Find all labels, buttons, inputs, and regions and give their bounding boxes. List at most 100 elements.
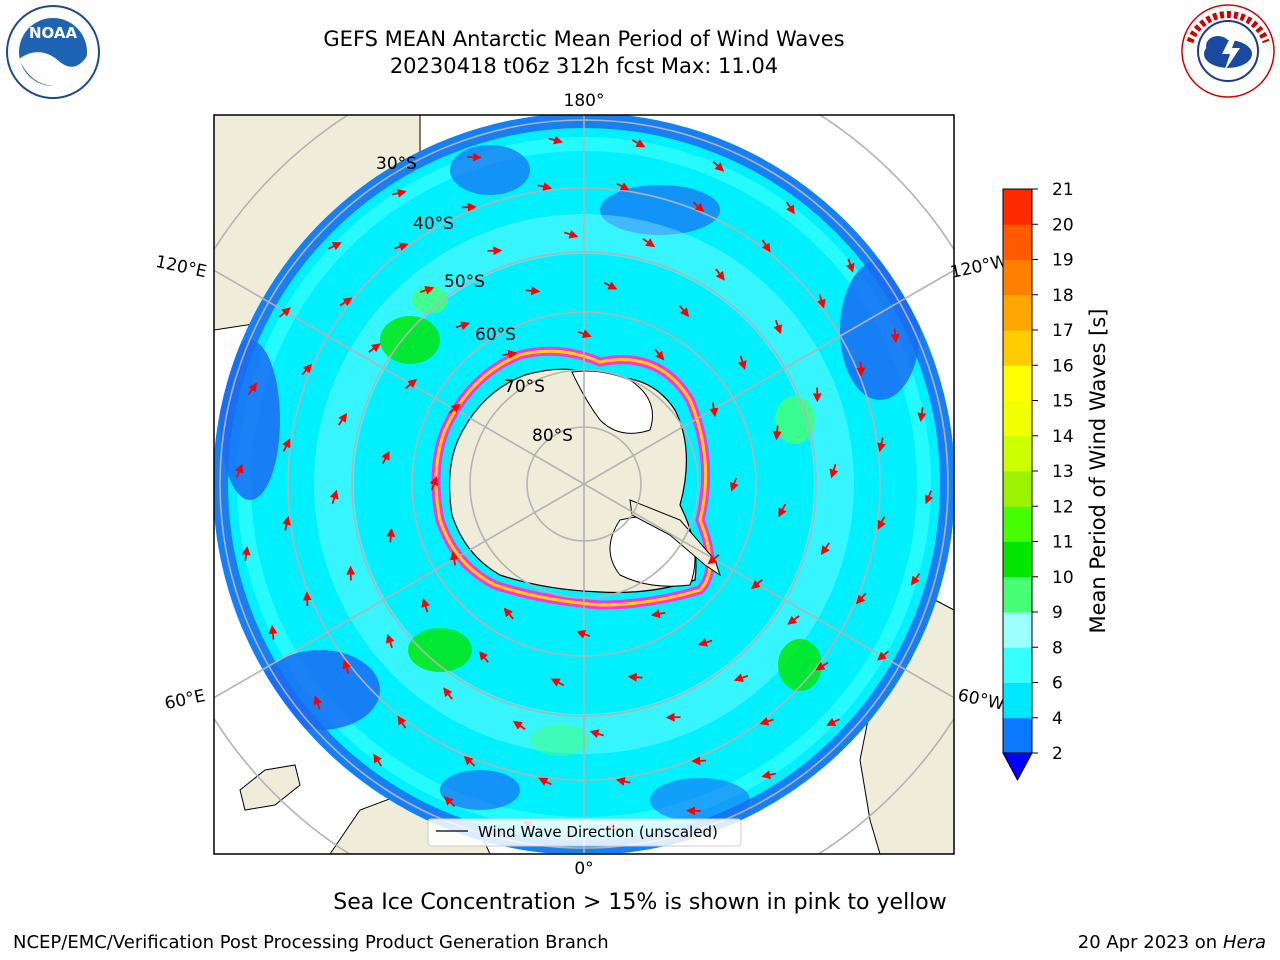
wave-direction-arrow [787, 615, 800, 625]
wave-direction-arrow [448, 403, 461, 414]
colorbar-tick-label: 4 [1052, 709, 1063, 729]
wave-direction-arrow [877, 437, 886, 453]
colorbar-tick-label: 19 [1052, 251, 1074, 271]
wave-direction-arrow [730, 477, 739, 492]
wave-direction-arrow [778, 503, 787, 518]
colorbar-bin [1003, 224, 1032, 260]
wave-direction-arrow [339, 297, 353, 307]
wave-direction-arrow [576, 630, 591, 639]
wave-direction-arrow [877, 516, 886, 530]
colorbar: 2 4 6 8 9 10 11 12 13 14 15 16 17 18 19 20 21 [1002, 180, 1074, 782]
wave-direction-arrow [313, 695, 323, 710]
lat-label-80s: 80°S [532, 426, 573, 446]
wave-direction-arrow [537, 182, 553, 191]
wave-direction-arrow [650, 609, 666, 619]
wave-direction-arrow [385, 633, 395, 649]
wave-direction-arrow [368, 343, 381, 353]
nws-logo [1181, 4, 1275, 98]
wave-direction-arrow [761, 770, 776, 780]
noaa-logo: NOAA [6, 5, 100, 99]
wave-direction-arrow [234, 463, 244, 478]
colorbar-tick-label: 6 [1052, 674, 1063, 694]
wave-direction-arrow [631, 138, 646, 148]
wave-direction-arrow [603, 281, 618, 290]
colorbar-tick-label: 17 [1052, 321, 1074, 341]
colorbar-bin [1003, 612, 1032, 648]
lat-label-70s: 70°S [504, 377, 545, 397]
wave-direction-arrow [394, 242, 409, 251]
colorbar-bin [1003, 541, 1032, 578]
colorbar-bin [1003, 259, 1032, 296]
wave-direction-arrow [616, 182, 630, 191]
wave-direction-arrow [443, 796, 456, 807]
lon-label-60e: 60°E [163, 686, 207, 714]
wave-direction-arrow [707, 554, 720, 565]
footer-date: 20 Apr 2023 on [1077, 932, 1223, 953]
wave-direction-arrow [512, 720, 526, 731]
wave-direction-arrow [785, 201, 795, 215]
wave-direction-arrow [924, 490, 934, 505]
wave-direction-arrow [279, 307, 291, 318]
wave-direction-arrow [773, 319, 783, 335]
wave-direction-arrow [712, 161, 725, 172]
chart-subtitle: 20230418 t06z 312h fcst Max: 11.04 [389, 54, 779, 78]
caption: Sea Ice Concentration > 15% is shown in … [333, 890, 947, 915]
colorbar-bin [1003, 294, 1032, 331]
colorbar-bin [1003, 365, 1032, 401]
wave-direction-arrow [381, 450, 390, 465]
wave-direction-arrow [917, 407, 927, 422]
wave-direction-arrow [503, 607, 514, 620]
wave-direction-arrow [455, 321, 471, 330]
wave-direction-arrow [268, 624, 278, 640]
wave-direction-arrow [421, 597, 430, 613]
wave-direction-arrow [329, 489, 339, 505]
wave-direction-arrow [697, 638, 713, 647]
wave-direction-arrow [615, 777, 631, 786]
map-legend: Wind Wave Direction (unscaled) [427, 818, 742, 847]
wave-direction-arrow [715, 268, 725, 281]
wave-direction-arrow [405, 378, 418, 389]
wave-direction-arrow [856, 361, 866, 377]
lon-label-120e: 120°E [154, 252, 209, 282]
lat-label-50s: 50°S [444, 272, 485, 292]
colorbar-label: Mean Period of Wind Waves [s] [1086, 309, 1110, 634]
colorbar-bin [1003, 506, 1032, 542]
wave-direction-arrow [654, 348, 665, 361]
wave-direction-arrow [692, 201, 705, 213]
wave-direction-arrow [589, 729, 605, 739]
wave-direction-arrow [733, 673, 749, 683]
chart-title: GEFS MEAN Antarctic Mean Period of Wind … [323, 27, 845, 51]
colorbar-tick-label: 8 [1052, 638, 1063, 658]
noaa-logo-text: NOAA [29, 24, 78, 42]
colorbar-tick-label: 21 [1052, 180, 1074, 200]
wave-direction-arrow [241, 546, 251, 561]
colorbar-tick-label: 16 [1052, 356, 1074, 376]
wave-direction-arrow [845, 258, 855, 273]
wave-direction-arrow [820, 542, 831, 556]
colorbar-bin [1003, 435, 1032, 472]
wave-direction-arrow [548, 135, 564, 145]
colorbar-bin [1003, 647, 1032, 683]
lat-label-30s: 30°S [376, 154, 417, 174]
colorbar-tick-label: 14 [1052, 427, 1074, 447]
wave-direction-arrow [282, 515, 291, 531]
wave-direction-arrow [386, 527, 396, 543]
colorbar-bin [1003, 189, 1032, 225]
wave-direction-arrow [247, 382, 258, 396]
lat-label-60s: 60°S [475, 325, 516, 345]
lon-label-0: 0° [574, 859, 593, 879]
wave-direction-arrow [538, 777, 552, 786]
wave-direction-arrow [392, 188, 407, 198]
colorbar-bin [1003, 682, 1032, 719]
wave-direction-arrow [642, 237, 656, 248]
colorbar-tick-label: 12 [1052, 497, 1074, 517]
colorbar-bin [1003, 576, 1032, 613]
graticule [214, 115, 954, 854]
colorbar-bin [1003, 717, 1032, 754]
wave-direction-arrow [627, 672, 643, 682]
wave-direction-arrow [502, 349, 518, 359]
wave-direction-arrow [443, 687, 453, 700]
colorbar-tick-label: 11 [1052, 533, 1074, 553]
footer-machine: Hera [1222, 932, 1266, 953]
wave-direction-arrow [525, 286, 541, 296]
